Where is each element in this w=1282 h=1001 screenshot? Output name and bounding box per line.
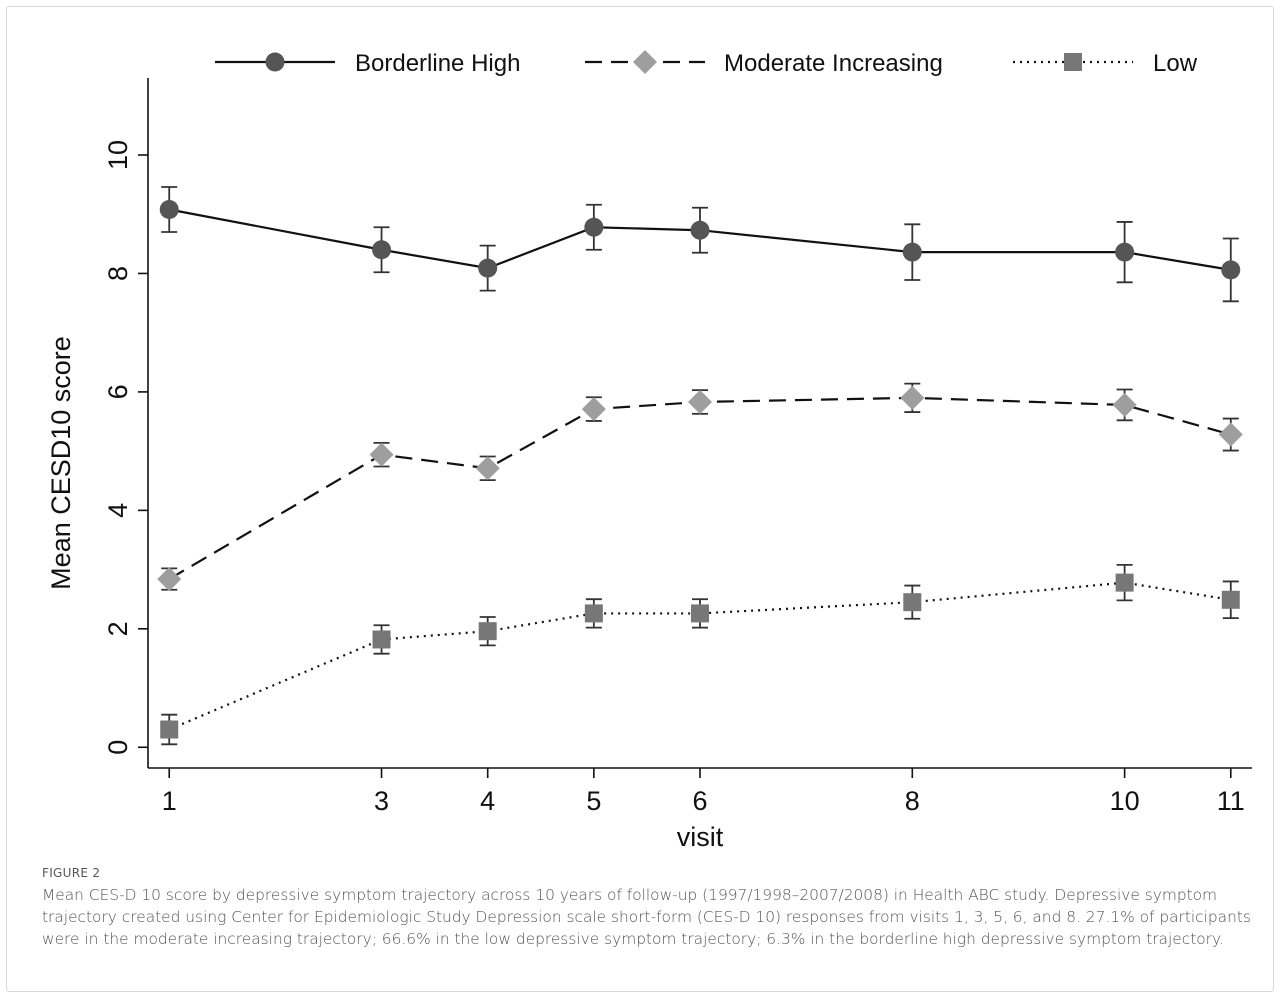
data-point <box>372 630 391 649</box>
data-point <box>1221 260 1241 280</box>
series-diamond <box>157 382 1243 592</box>
y-tick-label: 4 <box>103 503 133 518</box>
data-point <box>633 50 657 74</box>
data-point <box>1112 392 1137 417</box>
data-point <box>1115 573 1134 592</box>
y-axis-title: Mean CESD10 score <box>46 336 76 590</box>
x-tick-label: 11 <box>1217 786 1245 816</box>
data-point <box>902 242 922 262</box>
legend-item-diamond: Moderate Increasing <box>585 50 943 77</box>
legend-item-square: Low <box>1013 50 1198 77</box>
x-tick-label: 8 <box>905 786 920 816</box>
data-point <box>475 456 500 481</box>
legend-label: Borderline High <box>355 50 520 77</box>
data-point <box>688 389 712 414</box>
x-tick-label: 5 <box>586 786 601 816</box>
legend: Borderline High Moderate Increasing Low <box>215 50 1198 77</box>
data-point <box>160 720 179 739</box>
data-point <box>157 567 182 592</box>
y-tick-label: 2 <box>103 621 133 636</box>
data-point <box>584 604 603 623</box>
y-tick-label: 0 <box>103 740 133 755</box>
series-circle <box>159 186 1241 303</box>
y-tick-label: 10 <box>103 140 133 170</box>
caption-text: Mean CES-D 10 score by depressive sympto… <box>42 886 1251 948</box>
data-point <box>690 220 710 240</box>
data-point <box>900 385 925 410</box>
series-line <box>169 208 1231 271</box>
data-point <box>478 258 498 278</box>
x-tick-label: 3 <box>374 786 389 816</box>
data-point <box>691 604 709 623</box>
line-chart: Borderline High Moderate Increasing Low 1 3… <box>46 50 1252 852</box>
x-axis-title: visit <box>677 822 724 852</box>
figure-label: FIGURE 2 <box>42 866 101 880</box>
x-tick-label: 10 <box>1110 786 1140 816</box>
data-point <box>1221 590 1240 609</box>
data-point <box>265 52 285 72</box>
data-point <box>159 199 179 219</box>
series-layer <box>157 186 1243 746</box>
chart-axes: 1 3 4 5 6 8 10 11 0 2 4 6 8 10 <box>103 78 1252 816</box>
legend-label: Low <box>1153 50 1198 77</box>
legend-item-circle: Borderline High <box>215 50 520 77</box>
data-point <box>372 240 392 260</box>
data-point <box>1218 422 1243 447</box>
legend-label: Moderate Increasing <box>724 50 943 77</box>
y-tick-label: 6 <box>103 384 133 399</box>
data-point <box>581 397 606 422</box>
data-point <box>478 622 497 641</box>
data-point <box>584 217 604 237</box>
x-tick-label: 4 <box>480 786 495 816</box>
figure-frame <box>6 6 1274 992</box>
x-tick-label: 1 <box>162 786 177 816</box>
series-line <box>168 581 1231 731</box>
figure-caption: FIGURE 2 Mean CES-D 10 score by depressi… <box>42 866 1257 950</box>
data-point <box>1064 53 1082 71</box>
series-line <box>168 396 1232 581</box>
y-tick-label: 8 <box>103 266 133 281</box>
x-tick-label: 6 <box>692 786 707 816</box>
data-point <box>903 593 922 612</box>
data-point <box>1115 242 1135 262</box>
data-point <box>369 442 394 467</box>
series-square <box>160 563 1240 746</box>
